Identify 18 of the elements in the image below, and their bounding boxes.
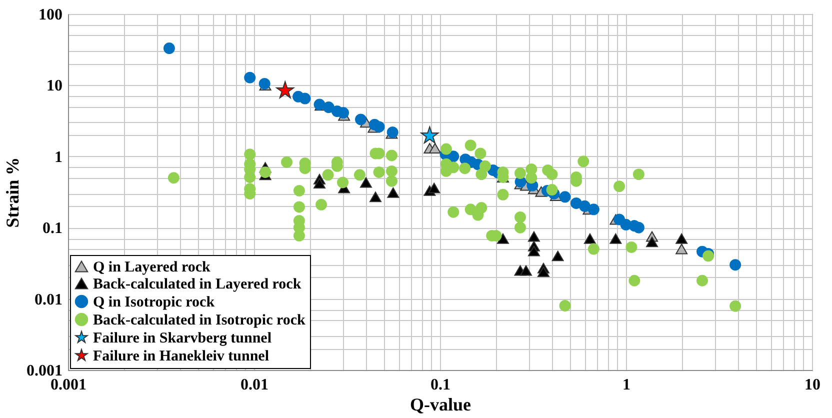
y-tick-label: 0.1	[42, 220, 62, 238]
legend-label: Failure in Hanekleiv tunnel	[93, 348, 269, 364]
legend-label: Failure in Skarvberg tunnel	[93, 330, 272, 346]
legend-label: Back-calculated in Layered rock	[93, 276, 302, 292]
y-tick-label: 0.01	[34, 291, 62, 308]
x-tick-label: 10	[804, 376, 820, 394]
y-tick-label: 1	[54, 148, 62, 166]
legend-label: Q in Isotropic rock	[93, 294, 216, 310]
x-tick-label: 1	[622, 376, 630, 394]
x-tick-label: 0.01	[240, 376, 268, 394]
y-tick-label: 0.001	[26, 362, 62, 380]
x-tick-label: 0.1	[430, 376, 450, 394]
x-axis-title: Q-value	[410, 394, 472, 414]
legend-label: Back-calculated in Isotropic rock	[93, 312, 306, 328]
y-tick-label: 100	[38, 6, 62, 24]
y-axis-title: Strain %	[2, 157, 22, 228]
legend-label: Q in Layered rock	[93, 260, 212, 276]
y-tick-label: 10	[46, 78, 62, 95]
